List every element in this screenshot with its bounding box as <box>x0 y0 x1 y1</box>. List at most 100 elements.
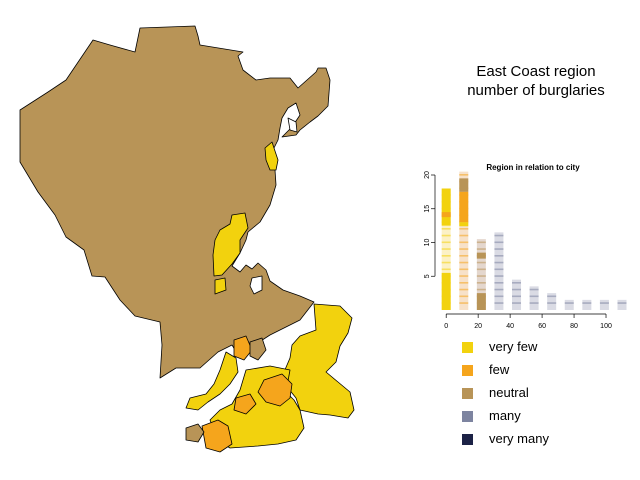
bar-stripe <box>529 302 539 304</box>
bar-stripe <box>512 288 522 291</box>
bar-body <box>564 299 574 310</box>
histogram-bar <box>512 279 522 310</box>
histogram-bar <box>529 286 539 310</box>
histogram-bar <box>494 232 504 310</box>
region-tip-neutral <box>185 423 205 443</box>
legend-label: few <box>489 362 510 377</box>
histogram-bar <box>582 299 592 310</box>
bar-stripe <box>476 241 486 244</box>
bar-stripe <box>441 255 451 257</box>
region-enclave-white <box>249 275 263 295</box>
bar-stripe <box>494 268 504 271</box>
bar-body <box>494 232 504 310</box>
region-mainland-neutral <box>19 25 331 379</box>
bar-stripe <box>476 288 486 291</box>
bar-stripe <box>617 302 627 304</box>
y-tick-label: 10 <box>424 239 431 247</box>
x-tick-label: 80 <box>570 323 578 330</box>
bar-stripe <box>547 302 557 304</box>
region-few-3 <box>201 419 233 453</box>
bar-stripe <box>459 248 469 250</box>
bar-stripe <box>476 248 486 250</box>
region-center-very-few <box>212 212 249 277</box>
x-tick-label: 0 <box>444 323 448 330</box>
bar-body <box>512 279 522 310</box>
bar-stripe <box>494 255 504 257</box>
region-north-enclave <box>287 117 298 133</box>
y-tick-label: 15 <box>424 205 431 213</box>
legend-swatch <box>462 388 473 399</box>
legend-swatch <box>462 411 473 422</box>
bar-stripe <box>441 268 451 271</box>
bar-stripe <box>459 255 469 257</box>
bar-stripe <box>494 282 504 284</box>
bar-stripe <box>441 241 451 244</box>
region-island-very-few <box>214 277 227 295</box>
y-tick-label: 20 <box>424 171 431 179</box>
region-south-very-few <box>283 303 355 419</box>
region-few-1 <box>257 373 293 407</box>
bar-block <box>441 272 451 310</box>
bar-stripe <box>441 228 451 230</box>
bar-body <box>476 239 486 310</box>
legend-label: neutral <box>489 385 529 400</box>
histogram-bar <box>564 299 574 310</box>
bar-stripe <box>599 302 609 304</box>
bar-stripe <box>494 288 504 291</box>
bar-stripe <box>441 248 451 250</box>
bar-block <box>476 252 486 259</box>
bar-stripe <box>459 268 469 271</box>
bar-block <box>459 191 469 223</box>
bar-stripe <box>582 302 592 304</box>
bar-stripe <box>512 295 522 298</box>
legend-label: many <box>489 408 521 423</box>
bar-stripe <box>459 295 469 298</box>
bar-stripe <box>476 268 486 271</box>
bar-stripe <box>529 295 539 298</box>
legend-swatch <box>462 342 473 353</box>
bar-stripe <box>459 282 469 284</box>
bar-block <box>459 222 469 227</box>
bar-body <box>617 299 627 310</box>
chart-title: Region in relation to city <box>486 163 580 172</box>
bar-stripe <box>529 288 539 291</box>
legend-swatch <box>462 365 473 376</box>
histogram-bar <box>547 293 557 310</box>
bar-stripe <box>476 275 486 277</box>
bar-stripe <box>547 295 557 298</box>
bar-stripe <box>512 302 522 304</box>
y-tick-label: 5 <box>424 274 431 278</box>
histogram-bar <box>599 299 609 310</box>
histogram-bar <box>459 171 469 310</box>
bar-body <box>459 171 469 310</box>
histogram-bar <box>441 188 451 310</box>
bar-stripe <box>494 234 504 237</box>
bar-stripe <box>441 261 451 264</box>
bar-block <box>441 212 451 218</box>
bar-body <box>582 299 592 310</box>
bar-stripe <box>494 241 504 244</box>
x-tick-label: 100 <box>600 323 612 330</box>
bar-stripe <box>459 275 469 277</box>
bar-stripe <box>494 261 504 264</box>
bar-stripe <box>476 261 486 264</box>
bar-stripe <box>494 248 504 250</box>
bar-body <box>547 293 557 310</box>
region-neutral-small <box>249 337 267 361</box>
region-few-4 <box>233 335 253 361</box>
bar-block <box>459 178 469 192</box>
legend-swatch <box>462 434 473 445</box>
region-coast-very-few <box>264 141 279 171</box>
histogram-bar <box>476 239 486 310</box>
bar-stripe <box>459 241 469 244</box>
bar-stripe <box>476 282 486 284</box>
histogram-chart: Region in relation to city 0 20 40 60 80 100 5 1… <box>424 163 627 330</box>
map-title: East Coast region number of burglaries <box>420 62 640 100</box>
region-west-very-few <box>185 351 239 411</box>
region-few-2 <box>233 393 257 415</box>
bar-stripe <box>494 295 504 298</box>
bar-stripe <box>494 302 504 304</box>
map-title-line1: East Coast region <box>476 63 596 80</box>
region-map <box>19 25 355 453</box>
bar-stripe <box>459 234 469 237</box>
